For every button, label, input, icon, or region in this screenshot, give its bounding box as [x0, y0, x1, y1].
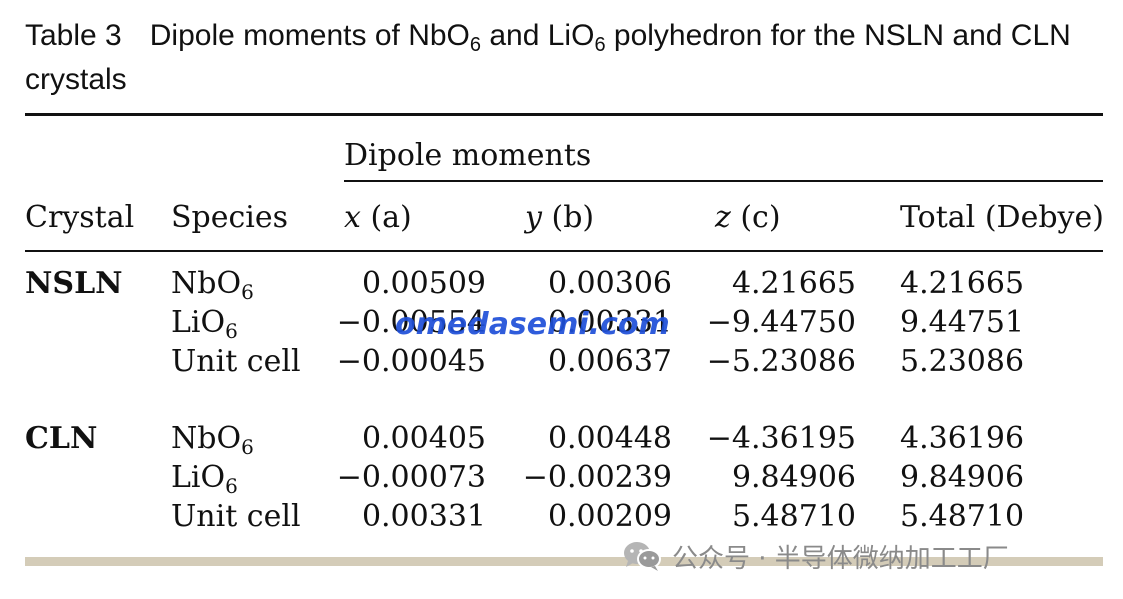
caption-text-part1: Dipole moments of NbO — [149, 19, 470, 52]
species-subscript: 6 — [225, 474, 238, 498]
dipole-moments-group-header: Dipole moments — [344, 138, 592, 173]
species-subscript: 6 — [241, 280, 254, 304]
footer-bar — [25, 557, 1103, 566]
top-rule — [25, 113, 1103, 116]
header-z: z (c) — [715, 200, 781, 236]
z-value-cell: −9.44750 — [706, 305, 856, 340]
header-x: x (a) — [344, 200, 412, 236]
species-cell: NbO6 — [171, 421, 254, 457]
x-value-cell: −0.00045 — [336, 344, 486, 379]
species-cell: NbO6 — [171, 266, 254, 302]
crystal-label-cln: CLN — [25, 421, 98, 456]
total-value-cell: 5.23086 — [900, 344, 1025, 379]
x-value-cell: 0.00405 — [361, 421, 486, 456]
x-value-cell: 0.00509 — [361, 266, 486, 301]
y-value-cell: 0.00306 — [547, 266, 672, 301]
total-value-cell: 9.44751 — [900, 305, 1025, 340]
header-bottom-rule — [25, 250, 1103, 252]
species-name: LiO — [171, 305, 226, 340]
header-x-unit: (a) — [360, 200, 412, 235]
caption-text-part2: and LiO — [481, 19, 595, 52]
species-name: LiO — [171, 460, 226, 495]
header-total: Total (Debye) — [900, 200, 1104, 235]
y-value-cell: 0.00637 — [547, 344, 672, 379]
table-caption: Table 3 Dipole moments of NbO6 and LiO6 p… — [25, 14, 1115, 102]
table-label: Table 3 — [25, 19, 122, 52]
species-cell: LiO6 — [171, 460, 238, 496]
header-z-variable: z — [715, 200, 731, 235]
species-cell: LiO6 — [171, 305, 238, 341]
z-value-cell: −5.23086 — [706, 344, 856, 379]
header-species: Species — [171, 200, 289, 235]
z-value-cell: −4.36195 — [706, 421, 856, 456]
y-value-cell: 0.00331 — [547, 305, 672, 340]
y-value-cell: −0.00239 — [522, 460, 672, 495]
header-x-variable: x — [344, 200, 361, 235]
species-name: NbO — [171, 421, 242, 456]
x-value-cell: −0.00554 — [336, 305, 486, 340]
species-cell: Unit cell — [171, 344, 301, 380]
caption-subscript-1: 6 — [469, 34, 482, 56]
header-y: y (b) — [525, 200, 594, 236]
wechat-icon — [622, 539, 662, 573]
total-value-cell: 4.21665 — [900, 266, 1025, 301]
y-value-cell: 0.00209 — [547, 499, 672, 534]
species-name: NbO — [171, 266, 242, 301]
header-y-variable: y — [525, 200, 542, 235]
group-header-rule — [344, 180, 1103, 182]
wechat-account-label: 公众号 · 半导体微纳加工工厂 — [622, 535, 1090, 577]
header-y-unit: (b) — [541, 200, 595, 235]
header-z-unit: (c) — [730, 200, 781, 235]
watermark-text: omedasemi.com — [395, 307, 670, 342]
z-value-cell: 9.84906 — [731, 460, 856, 495]
x-value-cell: 0.00331 — [361, 499, 486, 534]
header-crystal: Crystal — [25, 200, 135, 235]
species-cell: Unit cell — [171, 499, 301, 535]
species-subscript: 6 — [225, 319, 238, 343]
z-value-cell: 5.48710 — [731, 499, 856, 534]
caption-text-part3: polyhedron for the NSLN and CLN crystals — [25, 19, 1071, 96]
total-value-cell: 4.36196 — [900, 421, 1025, 456]
species-subscript: 6 — [241, 435, 254, 459]
crystal-label-nsln: NSLN — [25, 266, 123, 301]
x-value-cell: −0.00073 — [336, 460, 486, 495]
species-name: Unit cell — [171, 344, 301, 379]
z-value-cell: 4.21665 — [731, 266, 856, 301]
total-value-cell: 9.84906 — [900, 460, 1025, 495]
species-name: Unit cell — [171, 499, 301, 534]
total-value-cell: 5.48710 — [900, 499, 1025, 534]
caption-subscript-2: 6 — [594, 34, 606, 56]
y-value-cell: 0.00448 — [547, 421, 672, 456]
wechat-account-text: 公众号 · 半导体微纳加工工厂 — [672, 543, 1009, 574]
